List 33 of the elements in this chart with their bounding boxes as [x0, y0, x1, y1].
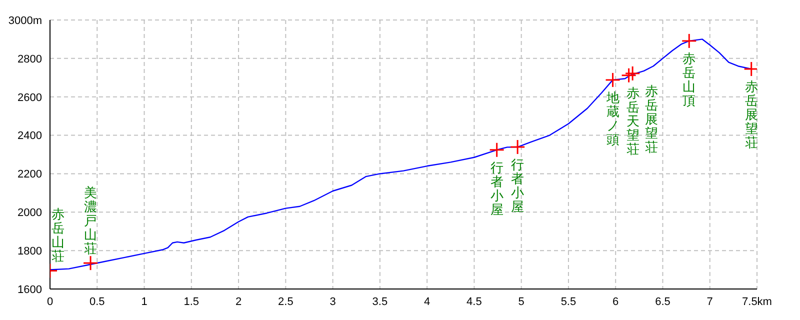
x-tick-label: 7 [706, 296, 713, 308]
x-tick-label: 5 [518, 296, 524, 308]
y-tick-label: 2800 [18, 53, 42, 66]
annotation: 行者小屋 [490, 160, 504, 217]
annotation: 赤岳山頂 [682, 50, 696, 108]
annotation: 赤岳展望荘 [744, 78, 758, 150]
x-tick-label: 5.5 [560, 296, 576, 308]
x-tick-label: 7.5km [742, 296, 772, 308]
x-tick-label: 0.5 [89, 296, 105, 308]
annotation: 美濃戸山荘 [84, 185, 98, 256]
x-tick-label: 4 [424, 296, 430, 308]
y-tick-label: 2600 [18, 92, 42, 104]
y-tick-label: 1800 [18, 245, 42, 258]
annotation: 赤岳展望荘 [645, 83, 658, 154]
x-tick-label: 3 [330, 296, 336, 308]
y-tick-label: 1600 [18, 284, 42, 296]
x-tick-label: 1 [141, 296, 148, 308]
y-tick-label: 2000 [18, 207, 42, 220]
x-tick-label: 0 [46, 296, 54, 308]
annotation: 赤岳天望荘 [626, 85, 640, 156]
annotation: 地蔵ノ頭 [605, 90, 620, 147]
y-tick-label: 2200 [18, 168, 42, 181]
x-tick-label: 3.5 [372, 296, 388, 308]
x-tick-label: 2 [235, 296, 242, 308]
x-tick-label: 1.5 [184, 296, 200, 308]
y-tick-label: 3000m [8, 14, 42, 27]
x-tick-label: 4.5 [466, 296, 482, 308]
x-tick-label: 2.5 [278, 296, 294, 308]
annotation: 赤岳山荘 [52, 206, 64, 264]
x-tick-label: 6.5 [655, 296, 670, 308]
x-tick-label: 6 [612, 296, 619, 308]
y-tick-label: 2400 [18, 130, 42, 142]
annotation: 行者小屋 [511, 157, 524, 214]
